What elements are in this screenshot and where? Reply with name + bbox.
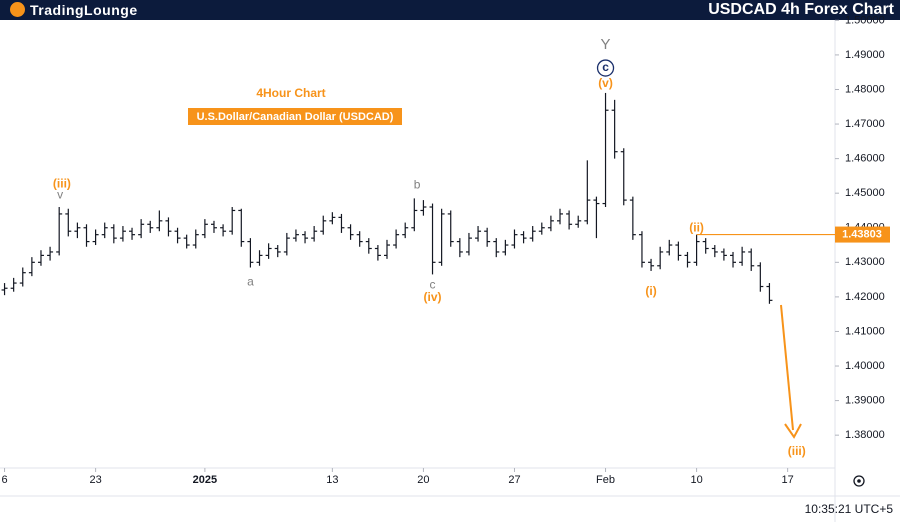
y-tick-label: 1.50000: [845, 14, 885, 26]
y-tick-label: 1.41000: [845, 325, 885, 337]
x-tick-label: 6: [1, 474, 7, 486]
header-bar: TradingLounge USDCAD 4h Forex Chart: [0, 0, 900, 20]
y-tick-label: 1.46000: [845, 153, 885, 165]
wave-label: (iv): [424, 290, 442, 304]
y-tick-label: 1.40000: [845, 360, 885, 372]
x-tick-label: Feb: [596, 474, 615, 486]
x-tick-label: 2025: [193, 474, 217, 486]
wave-label: c: [430, 278, 436, 292]
wave-label: (iii): [53, 176, 71, 190]
x-tick-label: 27: [508, 474, 520, 486]
chart-subtitle: U.S.Dollar/Canadian Dollar (USDCAD): [197, 111, 394, 123]
wave-label: (i): [645, 284, 656, 298]
y-tick-label: 1.48000: [845, 83, 885, 95]
wave-label: (v): [598, 76, 613, 90]
projection-arrow: [780, 304, 794, 431]
chart-title: 4Hour Chart: [256, 86, 325, 100]
x-tick-label: 17: [782, 474, 794, 486]
y-tick-label: 1.49000: [845, 49, 885, 61]
wave-label: b: [414, 177, 421, 191]
x-tick-label: 10: [690, 474, 702, 486]
logo-icon: [10, 2, 25, 17]
wave-circle: [596, 59, 615, 77]
y-tick-label: 1.47000: [845, 118, 885, 130]
wave-label: (iii): [788, 444, 806, 458]
projection-arrow-head: [784, 423, 802, 439]
subtitle-box: [188, 108, 402, 125]
clock: 10:35:21 UTC+5: [805, 502, 894, 516]
y-tick-label: 1.39000: [845, 394, 885, 406]
y-tick-label: 1.43000: [845, 256, 885, 268]
price-label: 1.43803: [842, 228, 882, 240]
x-tick-label: 20: [417, 474, 429, 486]
settings-icon[interactable]: [853, 475, 865, 487]
wave-label: Y: [601, 36, 611, 53]
y-tick-label: 1.42000: [845, 291, 885, 303]
x-tick-label: 23: [89, 474, 101, 486]
x-tick-label: 13: [326, 474, 338, 486]
wave-label: v: [57, 187, 63, 201]
wave-label: (ii): [689, 221, 704, 235]
settings-icon-dot: [857, 479, 861, 483]
y-tick-label: 1.38000: [845, 429, 885, 441]
y-tick-label: 1.45000: [845, 187, 885, 199]
wave-label: a: [247, 275, 254, 289]
wave-label: c: [602, 60, 609, 74]
logo: TradingLounge: [30, 2, 138, 18]
price-label-box: [835, 226, 890, 243]
header-title: USDCAD 4h Forex Chart: [708, 1, 894, 18]
